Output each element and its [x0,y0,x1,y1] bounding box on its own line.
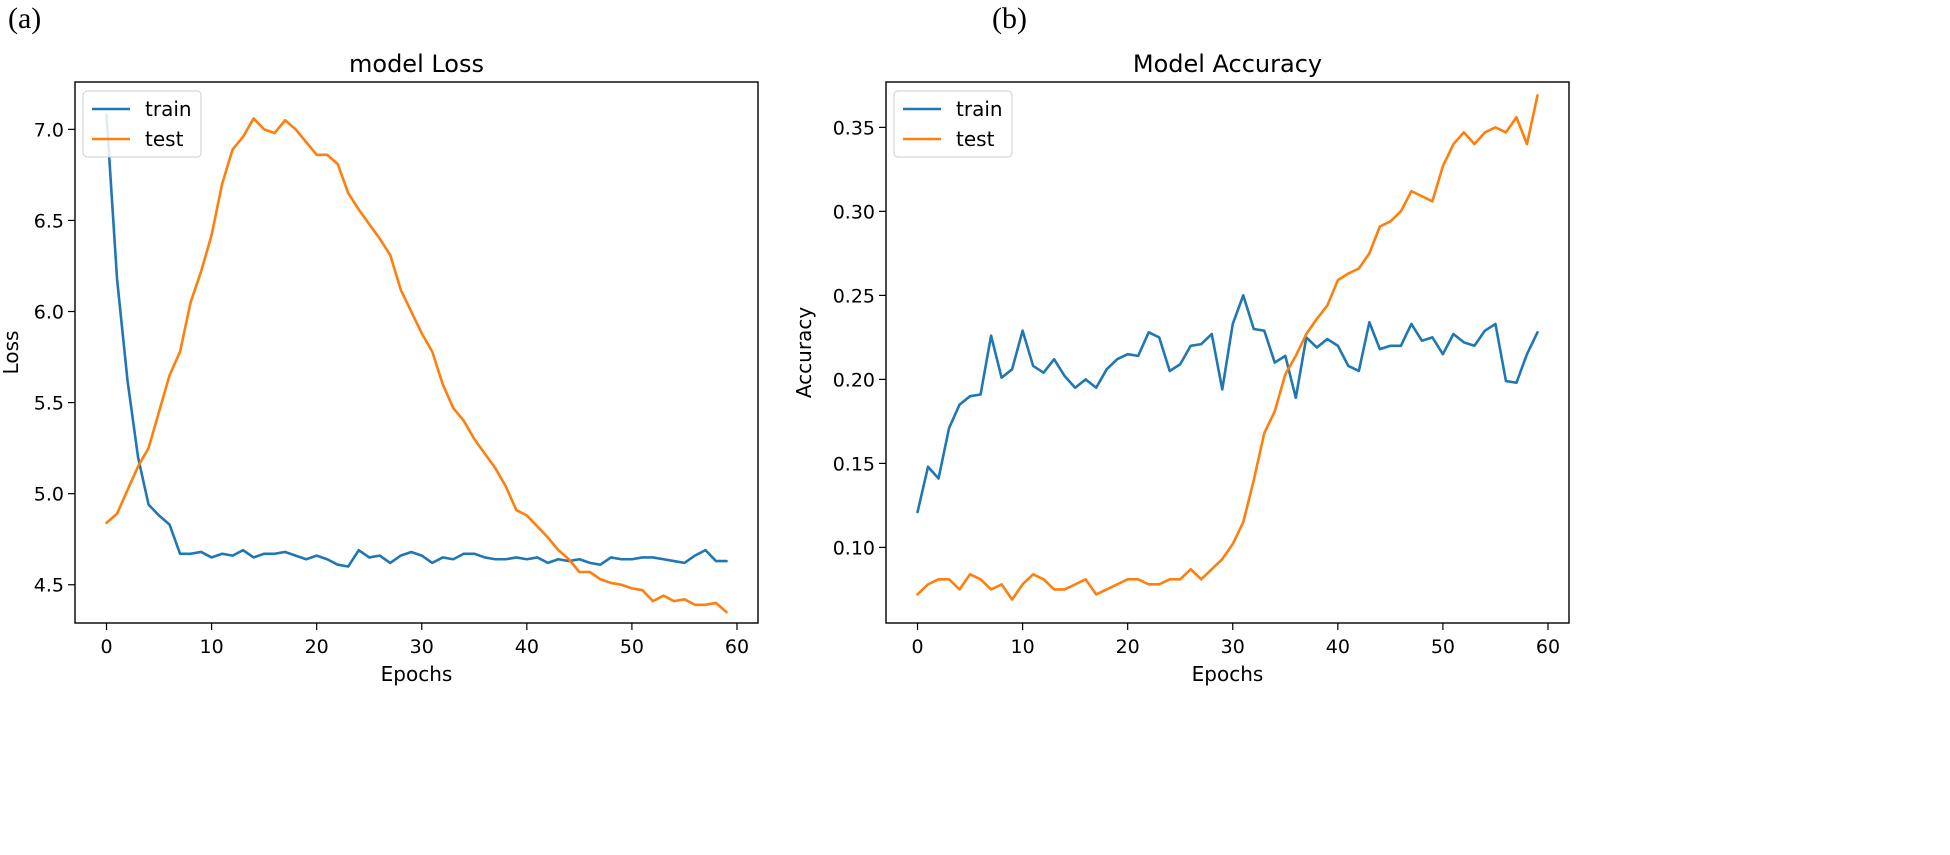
series-line-train [105,113,728,568]
legend: train test [893,90,1013,158]
x-tick-label: 20 [1116,636,1140,658]
accuracy-chart: Model Accuracy Epochs Accuracy 0 10 20 30 40 50 6… [792,50,1570,686]
x-tick-label: 50 [620,636,644,658]
y-tick-label: 6.5 [34,210,64,232]
y-tick-label: 6.0 [34,302,64,324]
plot-frame [74,81,759,624]
y-tick-label: 0.30 [833,201,875,223]
chart-title: model Loss [349,50,484,78]
legend: train test [82,90,202,158]
y-tick-label: 0.20 [833,369,875,391]
y-tick-label: 5.0 [34,484,64,506]
y-tick-label: 4.5 [34,575,64,597]
x-tick-label: 60 [725,636,749,658]
legend-label-test: test [956,127,995,151]
series-line-test [105,117,728,614]
series-line-test [916,94,1539,601]
x-axis-label: Epochs [1192,662,1264,686]
x-tick-label: 30 [410,636,434,658]
y-tick-label: 0.10 [833,537,875,559]
x-tick-label: 10 [1011,636,1035,658]
x-tick-label: 10 [200,636,224,658]
panel-label-b: (b) [992,2,1027,35]
loss-chart: model Loss Epochs Loss 0 10 20 30 40 50 60 4.5 5.0 5… [0,50,759,686]
panel-label-a: (a) [8,2,41,35]
plot-frame [885,81,1570,624]
series-line-train [916,294,1539,514]
y-tick-label: 0.25 [833,285,875,307]
y-tick-label: 0.35 [833,117,875,139]
x-tick-label: 0 [100,636,112,658]
x-tick-label: 30 [1221,636,1245,658]
y-tick-label: 5.5 [34,393,64,415]
x-tick-label: 40 [1326,636,1350,658]
y-tick-label: 0.15 [833,453,875,475]
x-tick-label: 40 [515,636,539,658]
legend-box [893,90,1013,158]
y-axis-label: Accuracy [792,307,816,398]
x-tick-label: 20 [305,636,329,658]
y-axis-label: Loss [0,331,23,375]
x-tick-label: 0 [911,636,923,658]
x-axis-label: Epochs [381,662,453,686]
y-tick-label: 7.0 [34,119,64,141]
legend-label-test: test [145,127,184,151]
legend-box [82,90,202,158]
x-tick-label: 50 [1431,636,1455,658]
legend-label-train: train [956,97,1003,121]
legend-label-train: train [145,97,192,121]
x-tick-label: 60 [1536,636,1560,658]
chart-title: Model Accuracy [1133,50,1322,78]
